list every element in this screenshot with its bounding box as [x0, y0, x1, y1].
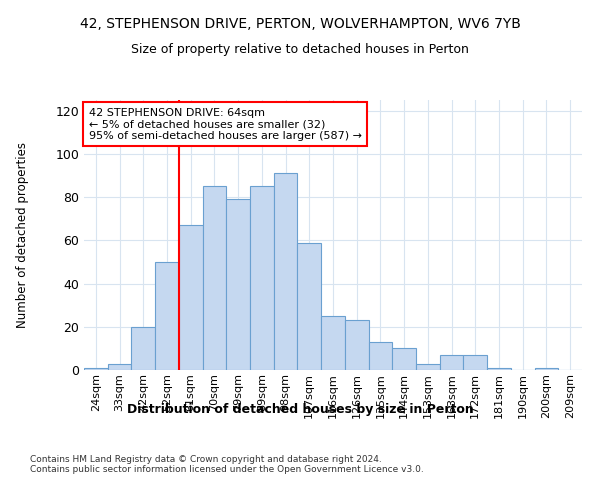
Bar [392, 348, 416, 370]
Bar [440, 355, 463, 370]
Bar [321, 316, 345, 370]
Bar [226, 200, 250, 370]
Bar [203, 186, 226, 370]
Text: Distribution of detached houses by size in Perton: Distribution of detached houses by size … [127, 402, 473, 415]
Bar [250, 186, 274, 370]
Bar [345, 320, 368, 370]
Bar [84, 368, 108, 370]
Bar [368, 342, 392, 370]
Bar [535, 368, 558, 370]
Y-axis label: Number of detached properties: Number of detached properties [16, 142, 29, 328]
Bar [131, 327, 155, 370]
Text: 42 STEPHENSON DRIVE: 64sqm
← 5% of detached houses are smaller (32)
95% of semi-: 42 STEPHENSON DRIVE: 64sqm ← 5% of detac… [89, 108, 362, 141]
Bar [179, 226, 203, 370]
Text: Contains HM Land Registry data © Crown copyright and database right 2024.
Contai: Contains HM Land Registry data © Crown c… [30, 455, 424, 474]
Bar [487, 368, 511, 370]
Bar [463, 355, 487, 370]
Bar [108, 364, 131, 370]
Text: 42, STEPHENSON DRIVE, PERTON, WOLVERHAMPTON, WV6 7YB: 42, STEPHENSON DRIVE, PERTON, WOLVERHAMP… [80, 18, 520, 32]
Bar [298, 242, 321, 370]
Text: Size of property relative to detached houses in Perton: Size of property relative to detached ho… [131, 42, 469, 56]
Bar [155, 262, 179, 370]
Bar [416, 364, 440, 370]
Bar [274, 174, 298, 370]
